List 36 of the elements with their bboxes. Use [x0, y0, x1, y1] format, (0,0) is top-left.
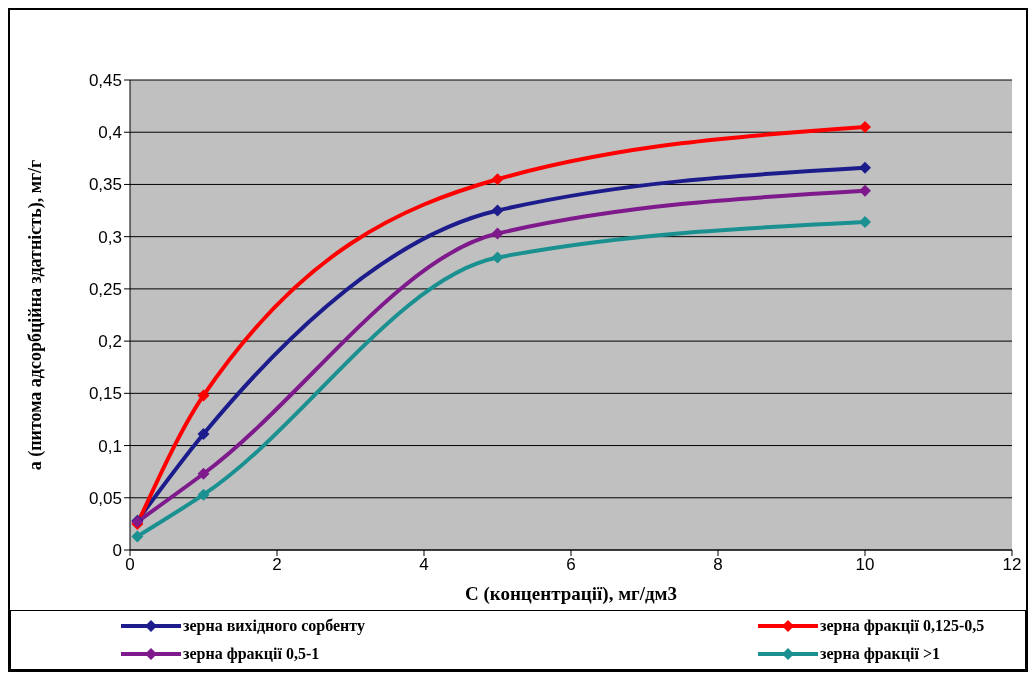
x-tick-label: 12	[1002, 555, 1022, 575]
y-tick-label: 0,1	[98, 436, 122, 456]
y-tick-label: 0,2	[98, 332, 122, 352]
point	[491, 227, 504, 240]
x-tick-label: 10	[855, 555, 875, 575]
point	[859, 121, 871, 133]
point	[197, 389, 210, 402]
point	[491, 204, 504, 217]
y-tick-label: 0,15	[88, 384, 122, 404]
y-axis-title: a (питома адсорбційна здатність), мг/г	[25, 159, 47, 471]
point	[197, 428, 210, 441]
x-tick-label: 2	[272, 555, 282, 575]
legend-label: зерна фракції >1	[820, 645, 941, 663]
y-tick-label: 0,25	[88, 279, 122, 299]
x-axis-title: C (концентрації), мг/дм3	[464, 583, 678, 605]
point	[491, 173, 504, 186]
legend-label: зерна вихідного сорбенту	[183, 617, 365, 635]
y-tick-label: 0,45	[88, 71, 122, 91]
y-tick-label: 0,05	[88, 488, 122, 508]
x-tick-label: 6	[566, 555, 576, 575]
x-tick-label: 8	[713, 555, 723, 575]
y-tick-label: 0,35	[88, 175, 122, 195]
legend-label: зерна фракції 0,125-0,5	[820, 617, 985, 635]
x-tick-label: 4	[419, 555, 429, 575]
x-tick-label: 0	[125, 555, 135, 575]
point	[197, 488, 210, 501]
point	[859, 216, 871, 229]
point	[859, 161, 871, 174]
point	[859, 184, 871, 197]
point	[491, 251, 504, 264]
legend-label: зерна фракції 0,5-1	[183, 645, 320, 663]
point	[197, 467, 210, 480]
point	[131, 530, 144, 543]
y-tick-label: 0,4	[98, 123, 122, 143]
y-tick-label: 0,3	[98, 227, 122, 247]
y-tick-label: 0	[112, 541, 122, 561]
